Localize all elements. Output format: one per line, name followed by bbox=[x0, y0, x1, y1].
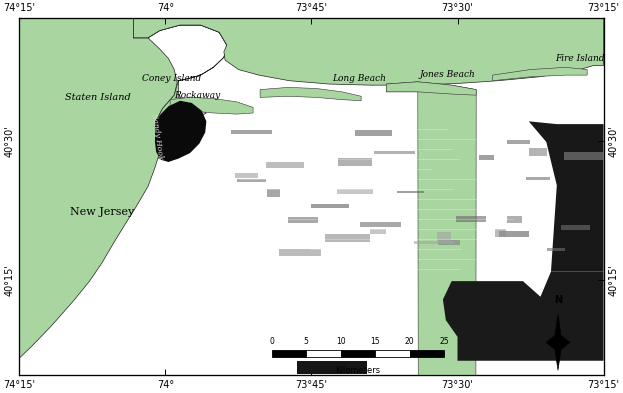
Bar bbox=[312, 204, 350, 208]
Bar bbox=[360, 222, 401, 227]
Text: 20: 20 bbox=[405, 337, 414, 346]
Bar bbox=[547, 248, 566, 252]
Bar bbox=[564, 152, 608, 160]
Polygon shape bbox=[133, 18, 227, 158]
Polygon shape bbox=[260, 87, 361, 101]
Bar bbox=[288, 217, 318, 223]
Bar bbox=[437, 232, 451, 241]
Bar bbox=[338, 158, 372, 166]
Polygon shape bbox=[133, 18, 604, 85]
Text: Staten Island: Staten Island bbox=[65, 93, 131, 102]
Polygon shape bbox=[443, 272, 604, 361]
Text: 0: 0 bbox=[269, 337, 274, 346]
Bar bbox=[375, 350, 410, 357]
Bar bbox=[530, 148, 548, 156]
Bar bbox=[237, 179, 266, 182]
Polygon shape bbox=[19, 18, 177, 375]
Bar bbox=[439, 240, 460, 245]
Polygon shape bbox=[155, 101, 206, 162]
Bar bbox=[495, 230, 506, 237]
Bar bbox=[370, 229, 386, 233]
Bar bbox=[397, 191, 424, 193]
Bar bbox=[507, 216, 522, 222]
Text: Coney Island: Coney Island bbox=[141, 74, 201, 83]
Text: N: N bbox=[554, 294, 562, 305]
Text: Kilometers: Kilometers bbox=[335, 366, 381, 375]
Bar bbox=[507, 140, 530, 143]
Bar bbox=[267, 189, 280, 197]
Bar bbox=[456, 216, 486, 222]
Bar bbox=[479, 156, 493, 160]
Text: Fire Island: Fire Island bbox=[556, 54, 605, 63]
Bar bbox=[414, 241, 454, 244]
Bar bbox=[355, 130, 392, 136]
Text: 5: 5 bbox=[304, 337, 309, 346]
Polygon shape bbox=[546, 314, 569, 370]
Bar bbox=[499, 231, 529, 237]
Bar bbox=[307, 350, 341, 357]
Polygon shape bbox=[190, 103, 604, 272]
Text: 15: 15 bbox=[371, 337, 380, 346]
Polygon shape bbox=[170, 97, 253, 114]
Polygon shape bbox=[386, 82, 476, 95]
Bar bbox=[266, 162, 304, 168]
Bar bbox=[561, 225, 590, 230]
Text: Jones Beach: Jones Beach bbox=[419, 70, 475, 79]
Text: 25: 25 bbox=[439, 337, 449, 346]
Bar bbox=[235, 173, 257, 178]
Text: 10: 10 bbox=[336, 337, 346, 346]
Polygon shape bbox=[386, 82, 476, 393]
Bar bbox=[341, 350, 375, 357]
Bar bbox=[337, 189, 373, 194]
Text: New Jersey: New Jersey bbox=[70, 207, 135, 217]
Text: Rockaway: Rockaway bbox=[174, 91, 221, 100]
Bar bbox=[410, 350, 444, 357]
Bar bbox=[231, 130, 272, 134]
Text: Sandy Hook: Sandy Hook bbox=[150, 113, 164, 160]
Bar bbox=[374, 151, 416, 154]
Text: Long Beach: Long Beach bbox=[333, 74, 386, 83]
Bar bbox=[325, 235, 369, 242]
Polygon shape bbox=[493, 67, 587, 81]
Polygon shape bbox=[158, 120, 167, 159]
Bar bbox=[526, 177, 549, 180]
Polygon shape bbox=[297, 361, 367, 374]
Bar bbox=[272, 350, 307, 357]
Bar bbox=[278, 250, 321, 255]
